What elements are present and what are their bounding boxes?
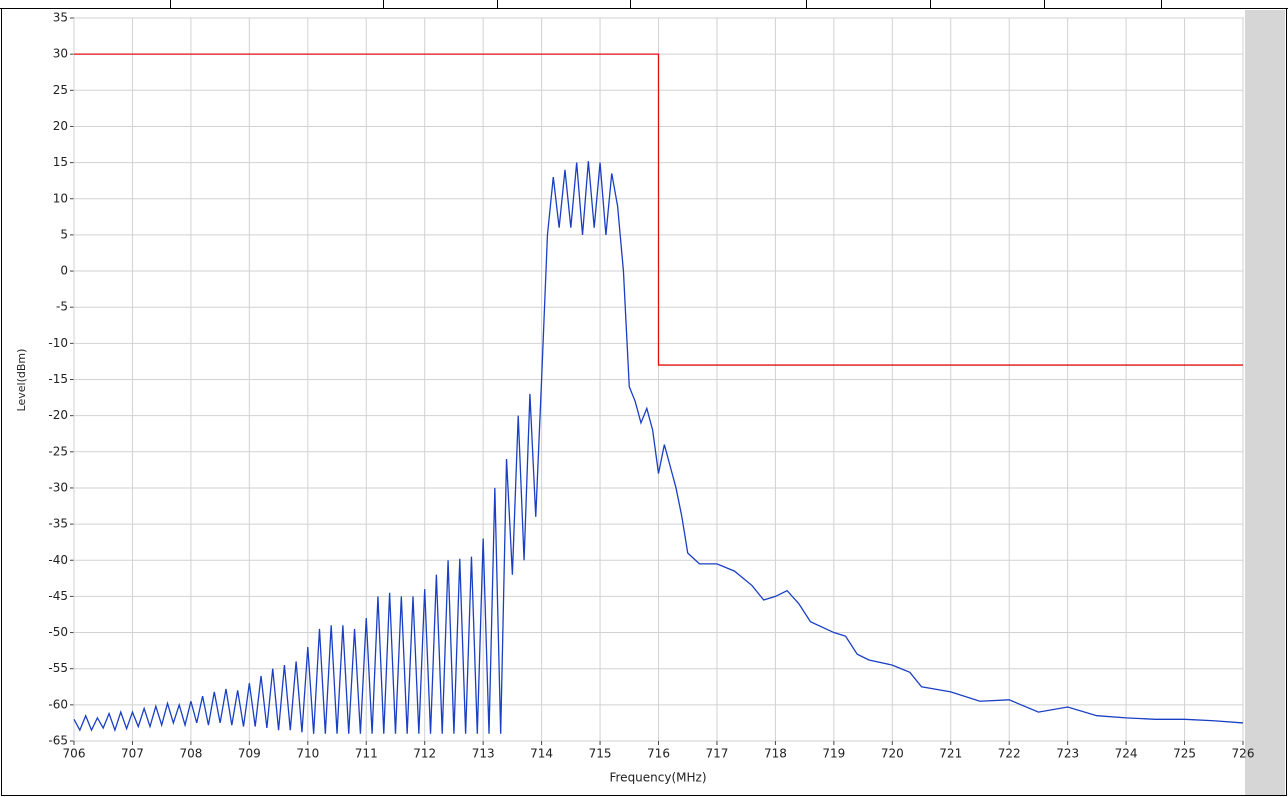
x-tick-label: 717 xyxy=(705,747,728,761)
x-tick-label: 719 xyxy=(822,747,845,761)
y-axis-label: Level(dBm) xyxy=(15,349,28,412)
y-tick-label: 5 xyxy=(60,227,68,241)
y-tick-label: -65 xyxy=(48,734,68,748)
x-tick-label: 714 xyxy=(530,747,553,761)
x-tick-label: 721 xyxy=(939,747,962,761)
series-line xyxy=(74,53,1243,366)
series-line xyxy=(73,161,1244,734)
x-tick-label: 708 xyxy=(179,747,202,761)
y-tick-label: 10 xyxy=(53,191,68,205)
y-tick-label: -25 xyxy=(48,444,68,458)
y-tick-label: 0 xyxy=(60,264,68,278)
y-tick-label: 35 xyxy=(53,11,68,25)
x-tick-label: 710 xyxy=(296,747,319,761)
x-tick-label: 713 xyxy=(472,747,495,761)
x-tick-label: 724 xyxy=(1115,747,1138,761)
y-tick-label: -50 xyxy=(48,625,68,639)
x-tick-label: 712 xyxy=(413,747,436,761)
x-tick-label: 722 xyxy=(998,747,1021,761)
outer-border xyxy=(1,8,1287,796)
right-strip xyxy=(1245,10,1285,795)
x-tick-label: 707 xyxy=(121,747,144,761)
x-tick-label: 716 xyxy=(647,747,670,761)
x-tick-label: 718 xyxy=(764,747,787,761)
y-tick-label: -10 xyxy=(48,336,68,350)
x-tick-label: 709 xyxy=(238,747,261,761)
y-tick-label: 20 xyxy=(53,119,68,133)
x-tick-label: 726 xyxy=(1232,747,1255,761)
y-tick-label: -45 xyxy=(48,589,68,603)
y-tick-label: 25 xyxy=(53,83,68,97)
y-tick-label: -15 xyxy=(48,372,68,386)
y-tick-label: -30 xyxy=(48,480,68,494)
y-tick-label: -55 xyxy=(48,661,68,675)
x-tick-label: 715 xyxy=(589,747,612,761)
x-tick-label: 723 xyxy=(1056,747,1079,761)
y-tick-label: -40 xyxy=(48,553,68,567)
y-tick-label: -5 xyxy=(56,300,68,314)
x-tick-label: 711 xyxy=(355,747,378,761)
y-tick-label: -20 xyxy=(48,408,68,422)
x-tick-label: 706 xyxy=(63,747,86,761)
y-tick-label: -60 xyxy=(48,697,68,711)
y-tick-label: 15 xyxy=(53,155,68,169)
y-tick-label: -35 xyxy=(48,517,68,531)
x-tick-label: 725 xyxy=(1173,747,1196,761)
x-tick-label: 720 xyxy=(881,747,904,761)
x-axis-label: Frequency(MHz) xyxy=(609,771,706,785)
y-tick-label: 30 xyxy=(53,47,68,61)
